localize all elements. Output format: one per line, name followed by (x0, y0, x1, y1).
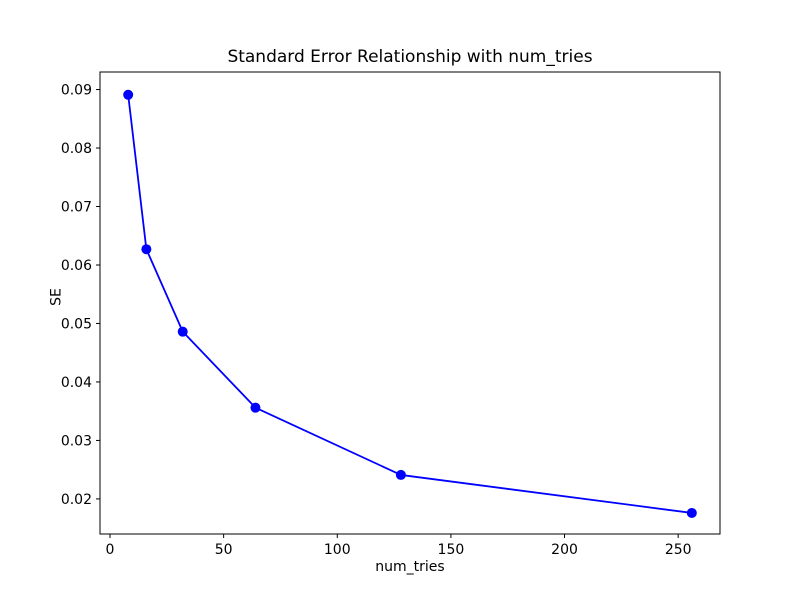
data-point (123, 89, 134, 100)
data-point (177, 326, 188, 337)
x-tick-label: 50 (215, 542, 233, 558)
y-tick-label: 0.02 (61, 492, 92, 508)
x-axis-label: num_tries (375, 559, 445, 575)
chart-title: Standard Error Relationship with num_tri… (227, 47, 593, 67)
y-axis-label: SE (48, 288, 65, 306)
y-tick-label: 0.09 (61, 83, 92, 99)
data-point (395, 469, 406, 480)
x-tick-label: 0 (106, 542, 115, 558)
x-tick-label: 200 (551, 542, 578, 558)
y-tick-label: 0.05 (61, 316, 92, 332)
x-tick-label: 250 (665, 542, 692, 558)
data-point (141, 244, 152, 255)
y-tick-label: 0.04 (61, 375, 92, 391)
x-tick-label: 100 (324, 542, 351, 558)
plot-frame (99, 71, 721, 535)
x-tick-label: 150 (438, 542, 465, 558)
data-point (686, 507, 697, 518)
y-tick-label: 0.07 (61, 200, 92, 216)
data-line (127, 94, 692, 514)
y-tick-label: 0.06 (61, 258, 92, 274)
y-tick-label: 0.08 (61, 141, 92, 157)
y-tick-label: 0.03 (61, 433, 92, 449)
data-point (250, 402, 261, 413)
